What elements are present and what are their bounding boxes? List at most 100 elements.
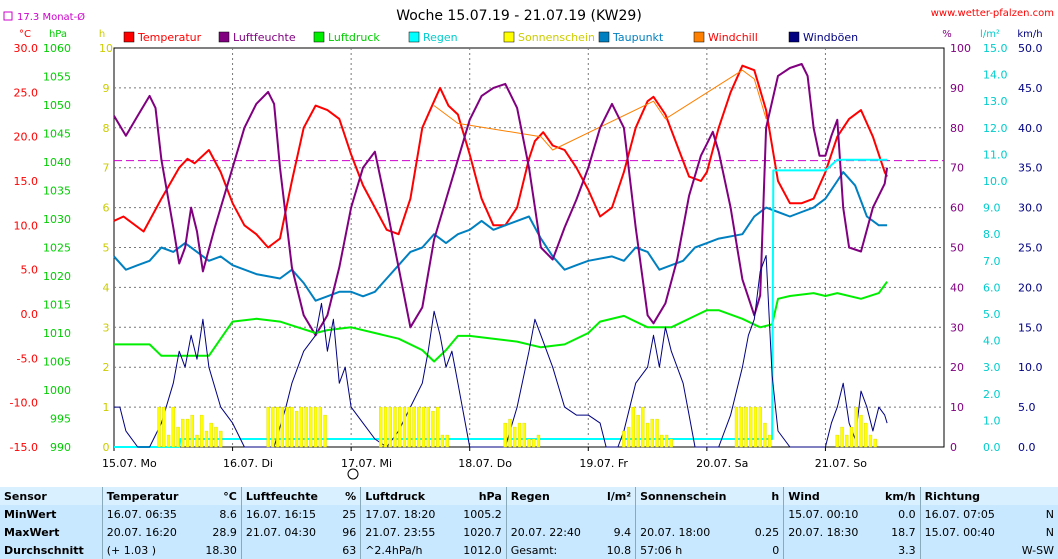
sunshine-bar (840, 426, 844, 448)
stats-cell (505, 505, 598, 523)
wind-tick: 15.0 (1018, 321, 1043, 334)
temperature-tick: 10.0 (14, 219, 39, 232)
sunshine-bar (749, 406, 753, 448)
legend-label: Luftfeuchte (233, 31, 296, 44)
sunshine-tick: 8 (103, 122, 110, 135)
rain-unit: l/m² (980, 29, 1000, 40)
sunshine-bar (873, 438, 877, 448)
sunshine-bar (426, 406, 430, 448)
sunshine-bar (275, 406, 280, 448)
legend-swatch (218, 31, 230, 43)
rain-tick: 13.0 (983, 95, 1008, 108)
sunshine-bar (431, 410, 435, 448)
sunshine-bar (645, 422, 650, 448)
sunshine-tick: 10 (99, 42, 113, 55)
stats-cell: N (1045, 525, 1054, 539)
sunshine-bar (641, 406, 645, 448)
sunshine-bar (503, 422, 507, 448)
stats-cell: 63 (342, 543, 357, 557)
sunshine-bar (631, 406, 635, 448)
sunshine-bar (402, 406, 407, 448)
stats-cell: 25 (342, 507, 357, 521)
sunshine-tick: 0 (103, 441, 110, 454)
pressure-tick: 1015 (43, 299, 71, 312)
sunshine-bar (655, 418, 659, 448)
humidity-tick: 50 (950, 242, 964, 255)
stats-cell: 1020.7 (463, 525, 502, 539)
chart-legend: Temperatur Luftfeuchte Luftdruck Regen Sonne… (123, 31, 858, 44)
sunshine-tick: 4 (103, 281, 110, 294)
sunshine-bar (309, 406, 313, 448)
sunshine-bar (393, 406, 397, 448)
sunshine-bar (445, 434, 449, 448)
stats-cell: 16.07. 16:15 (240, 505, 335, 523)
sunshine-bar (185, 418, 190, 448)
wind-tick: 35.0 (1018, 162, 1043, 175)
series-line-temperatur (113, 64, 888, 249)
stats-cell (783, 541, 875, 559)
wind-tick: 40.0 (1018, 122, 1043, 135)
pressure-tick: 1050 (43, 99, 71, 112)
stats-cell: 17.07. 18:20 (360, 505, 452, 523)
series-line-luftdruck (114, 281, 888, 363)
series-line-windchill (433, 69, 767, 151)
stats-table: Sensor Temperatur °C Luftfeuchte% Luftdruck h… (0, 487, 1058, 559)
rain-tick: 5.0 (983, 308, 1001, 321)
chart-title: Woche 15.07.19 - 21.07.19 (KW29) (396, 8, 642, 24)
stats-cell: h (745, 487, 784, 505)
sunshine-bar (176, 426, 180, 448)
temperature-unit: °C (19, 29, 31, 40)
site-link[interactable]: www.wetter-pfalzen.com (931, 8, 1054, 19)
legend-label: Sonnenschein (518, 31, 595, 44)
legend-label: Regen (423, 31, 458, 44)
sunshine-bar (200, 414, 204, 448)
x-tick-label: 18.07. Do (458, 457, 512, 470)
stats-row: MinWert 16.07. 06:35 8.6 16.07. 16:15 25 17.0… (0, 505, 1058, 523)
stats-cell: l/m² (597, 487, 636, 505)
sunshine-bar (219, 430, 223, 448)
rain-tick: 11.0 (983, 148, 1008, 161)
temperature-tick: -15.0 (10, 441, 38, 454)
legend-label: Taupunkt (612, 31, 664, 44)
stats-cell: 1005.2 (463, 507, 502, 521)
pressure-unit: hPa (49, 29, 67, 40)
stats-cell: 0 (772, 543, 780, 557)
chart-axes: 30.025.020.015.010.05.00.0-5.0-10.0-15.0… (10, 29, 1043, 470)
temperature-tick: 15.0 (14, 175, 39, 188)
stats-cell: W-SW (1021, 543, 1054, 557)
pressure-tick: 1005 (43, 356, 71, 369)
stats-cell: 18.30 (205, 543, 237, 557)
pressure-tick: 1020 (43, 270, 71, 283)
rain-tick: 1.0 (983, 414, 1001, 427)
temperature-tick: 25.0 (14, 86, 39, 99)
current-time-marker (347, 468, 359, 480)
stats-cell: 20.07. 16:20 (101, 523, 196, 541)
stats-cell: MinWert (4, 507, 57, 521)
stats-cell (240, 541, 335, 559)
sunshine-bar (513, 426, 517, 448)
wind-tick: 0.0 (1018, 441, 1036, 454)
rain-tick: 2.0 (983, 388, 1001, 401)
stats-cell: Regen (505, 487, 598, 505)
stats-cell: 1012.0 (463, 543, 502, 557)
pressure-tick: 1040 (43, 156, 71, 169)
humidity-tick: 70 (950, 162, 964, 175)
stats-cell: (+ 1.03 ) (101, 541, 196, 559)
series-line-luftfeuchte (113, 63, 889, 337)
stats-cell: hPa (451, 487, 507, 505)
stats-cell: Durchschnitt (4, 543, 84, 557)
stats-cell: 3.3 (898, 543, 916, 557)
humidity-tick: 40 (950, 281, 964, 294)
sunshine-bar (660, 434, 664, 448)
sunshine-bar (304, 406, 308, 448)
wind-tick: 30.0 (1018, 202, 1043, 215)
temperature-tick: 30.0 (14, 42, 39, 55)
sunshine-bar (417, 406, 421, 448)
stats-cell: km/h (874, 487, 921, 505)
rain-tick: 0.0 (983, 441, 1001, 454)
sunshine-tick: 7 (103, 162, 110, 175)
pressure-tick: 1035 (43, 185, 71, 198)
sunshine-bar (849, 426, 854, 448)
sunshine-bar (280, 406, 285, 448)
rain-tick: 15.0 (983, 42, 1008, 55)
